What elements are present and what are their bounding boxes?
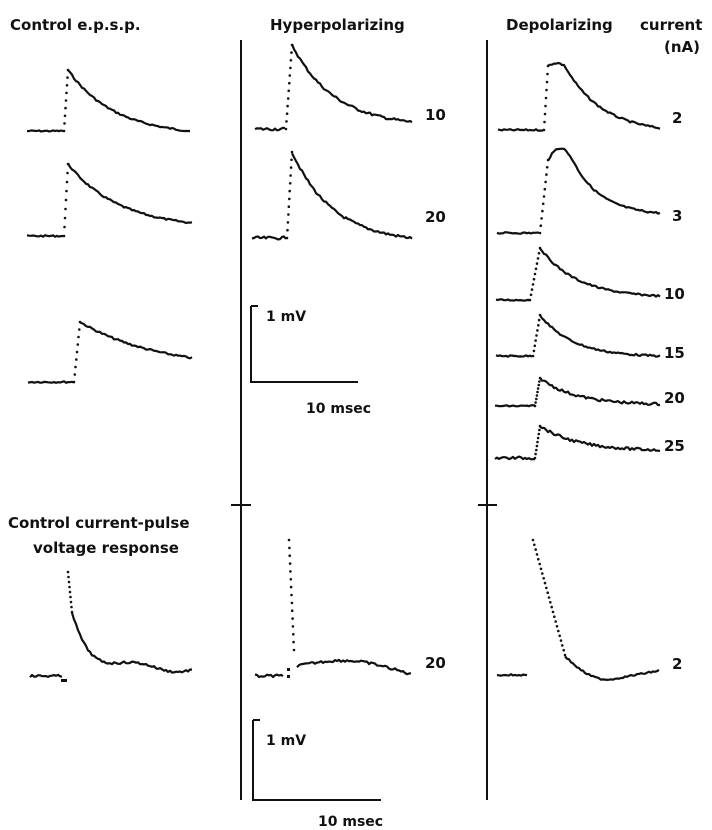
scale-bottom-voltage: 1 mV bbox=[266, 733, 306, 749]
scale-bar-top bbox=[250, 306, 358, 383]
trace-hyper-1-baseline bbox=[254, 126, 286, 132]
trace-hyper-2-rise bbox=[285, 150, 294, 240]
trace-depol-6-baseline bbox=[494, 455, 536, 461]
trace-depol-2-rise bbox=[538, 158, 550, 235]
trace-control-1-decay bbox=[67, 69, 191, 133]
scale-bottom-time: 10 msec bbox=[318, 814, 383, 830]
trace-depol-3-baseline bbox=[495, 298, 531, 302]
trace-pulse-control-tail bbox=[70, 612, 193, 674]
trace-hyper-1-rise bbox=[284, 43, 294, 131]
header-hyperpolarizing: Hyperpolarizing bbox=[270, 16, 405, 34]
scale-top-time: 10 msec bbox=[306, 401, 371, 417]
current-label-pulse-depol: 2 bbox=[672, 655, 682, 673]
trace-depol-2-decay bbox=[547, 147, 661, 215]
stimulus-marker-control bbox=[61, 679, 67, 682]
trace-depol-4-decay bbox=[539, 314, 661, 358]
trace-depol-3-rise bbox=[528, 246, 542, 302]
trace-control-1-baseline bbox=[26, 129, 64, 133]
control-pulse-label-line2: voltage response bbox=[33, 539, 179, 557]
current-label-depol-3: 10 bbox=[664, 285, 685, 303]
header-control: Control e.p.s.p. bbox=[10, 16, 141, 34]
current-label-depol-6: 25 bbox=[664, 437, 685, 455]
trace-pulse-hyper-tail bbox=[296, 658, 412, 676]
current-label-depol-1: 2 bbox=[672, 109, 682, 127]
trace-depol-5-rise bbox=[533, 376, 542, 408]
trace-control-2-decay bbox=[67, 162, 193, 225]
current-label-hyper-2: 20 bbox=[425, 208, 446, 226]
scale-bar-bottom bbox=[252, 720, 381, 801]
current-label-depol-4: 15 bbox=[664, 344, 685, 362]
header-unit: (nA) bbox=[664, 38, 700, 56]
trace-depol-5-baseline bbox=[495, 404, 536, 408]
trace-pulse-depol-drop bbox=[531, 538, 567, 657]
trace-pulse-hyper-spike bbox=[287, 538, 296, 652]
trace-pulse-depol-tail bbox=[564, 655, 660, 681]
current-label-pulse-hyper: 20 bbox=[425, 654, 446, 672]
trace-control-3-baseline bbox=[27, 380, 75, 384]
trace-depol-3-decay bbox=[539, 247, 661, 298]
trace-depol-5-decay bbox=[539, 376, 660, 407]
header-current: current bbox=[640, 16, 702, 34]
trace-depol-6-rise bbox=[533, 424, 542, 460]
trace-hyper-2-decay bbox=[291, 152, 413, 240]
trace-hyper-1-decay bbox=[290, 43, 413, 124]
scale-top-voltage: 1 mV bbox=[266, 309, 306, 325]
stimulus-marker-hyper-2 bbox=[287, 675, 290, 678]
header-depolarizing: Depolarizing bbox=[506, 16, 613, 34]
trace-depol-4-baseline bbox=[495, 354, 533, 358]
trace-pulse-hyper-baseline bbox=[254, 673, 284, 679]
trace-pulse-depol-baseline bbox=[496, 673, 528, 677]
trace-depol-1-rise bbox=[542, 64, 550, 132]
traces-layer bbox=[26, 43, 661, 681]
trace-depol-2-baseline bbox=[496, 231, 540, 235]
trace-hyper-2-baseline bbox=[251, 235, 287, 241]
current-label-depol-2: 3 bbox=[672, 207, 682, 225]
trace-control-1-rise bbox=[62, 68, 70, 133]
stimulus-marker-hyper bbox=[287, 668, 290, 671]
trace-depol-4-rise bbox=[531, 313, 542, 358]
trace-control-2-baseline bbox=[26, 234, 64, 238]
current-label-depol-5: 20 bbox=[664, 389, 685, 407]
trace-depol-1-decay bbox=[547, 61, 661, 130]
trace-control-3-decay bbox=[79, 321, 193, 360]
trace-control-2-rise bbox=[62, 162, 70, 238]
trace-control-3-rise bbox=[72, 320, 82, 384]
trace-depol-6-decay bbox=[539, 425, 661, 453]
trace-pulse-control-drop bbox=[66, 570, 74, 614]
current-label-hyper-1: 10 bbox=[425, 106, 446, 124]
control-pulse-label-line1: Control current-pulse bbox=[8, 514, 190, 532]
trace-depol-1-baseline bbox=[497, 128, 545, 132]
trace-pulse-control-baseline bbox=[29, 673, 63, 678]
